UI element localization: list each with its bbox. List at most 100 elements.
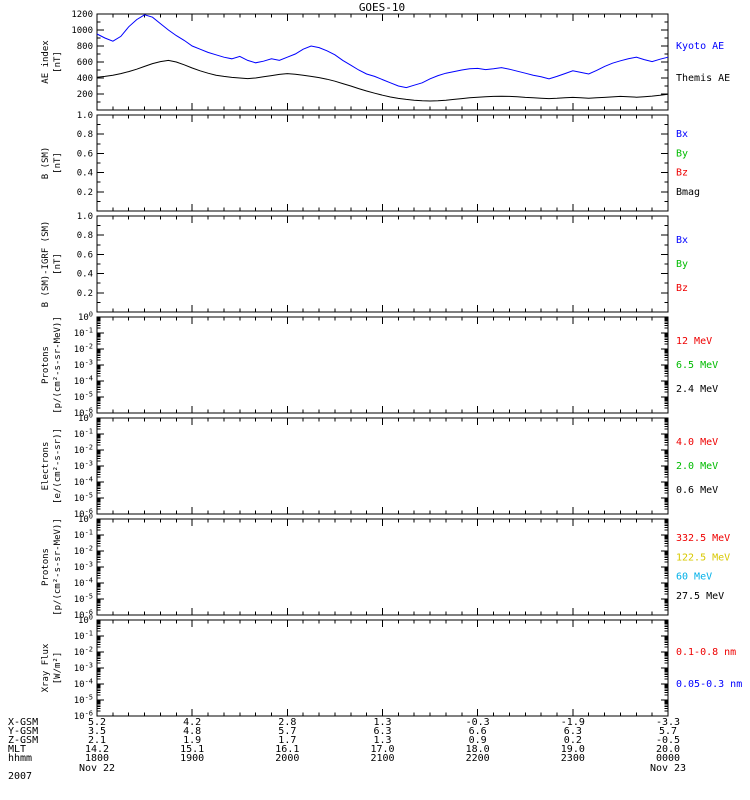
- bottom-row-value: 2000: [275, 753, 299, 764]
- legend-bx: Bx: [676, 235, 688, 246]
- bottom-row-value: 3.5: [88, 726, 106, 737]
- y-tick-label: 0.6: [77, 250, 93, 260]
- panel-border-xray-flux: [96, 619, 669, 717]
- y-tick-label: 10-4: [74, 375, 93, 388]
- bottom-row-value: 1.9: [183, 735, 201, 746]
- y-tick-label: 100: [78, 311, 93, 324]
- legend-kyoto-ae: Kyoto AE: [676, 41, 724, 52]
- y-tick-label: 10-1: [74, 428, 93, 441]
- y-tick-label: 10-4: [74, 577, 93, 590]
- legend-by: By: [676, 259, 688, 270]
- y-tick-label: 0.4: [77, 270, 93, 280]
- legend-0.6-mev: 0.6 MeV: [676, 485, 718, 496]
- bottom-row-value: 0.2: [564, 735, 582, 746]
- bottom-row-value: -0.3: [466, 717, 490, 728]
- y-axis-label-protons-high: [p/(cm²-s-sr-MeV)]: [53, 518, 63, 616]
- legend-bz: Bz: [676, 283, 688, 294]
- chart-title: GOES-10: [359, 1, 405, 14]
- bottom-row-value: 6.3: [564, 726, 582, 737]
- y-tick-label: 10-6: [74, 609, 93, 622]
- y-tick-label: 10-1: [74, 529, 93, 542]
- y-tick-label: 600: [77, 58, 93, 68]
- legend-2.4-mev: 2.4 MeV: [676, 384, 718, 395]
- y-tick-label: 10-6: [74, 407, 93, 420]
- y-axis-label-b-sm-igrf: B (SM)-IGRF (SM): [41, 221, 51, 308]
- y-tick-label: 10-6: [74, 508, 93, 521]
- bottom-row-value: 5.2: [88, 717, 106, 728]
- y-tick-label: 10-5: [74, 694, 93, 707]
- legend-2.0-mev: 2.0 MeV: [676, 461, 718, 472]
- bottom-row-label-x-gsm: X-GSM: [8, 717, 38, 728]
- y-axis-label-b-sm: [nT]: [53, 152, 63, 174]
- y-tick-label: 0.2: [77, 289, 93, 299]
- bottom-row-value: 2200: [466, 753, 490, 764]
- series-themis-ae: [96, 59, 669, 102]
- bottom-row-value: 1900: [180, 753, 204, 764]
- y-tick-label: 0.2: [77, 188, 93, 198]
- legend-themis-ae: Themis AE: [676, 73, 730, 84]
- legend-27.5-mev: 27.5 MeV: [676, 591, 724, 602]
- legend-12-mev: 12 MeV: [676, 336, 712, 347]
- bottom-row-value: 1.3: [373, 717, 391, 728]
- series-kyoto-ae: [96, 14, 669, 89]
- y-tick-label: 10-3: [74, 460, 93, 473]
- bottom-row-value: 17.0: [370, 744, 394, 755]
- legend-4.0-mev: 4.0 MeV: [676, 437, 718, 448]
- bottom-row-value: 5.7: [659, 726, 677, 737]
- y-tick-label: 100: [78, 513, 93, 526]
- bottom-row-value: 16.1: [275, 744, 299, 755]
- panel-border-protons-high: [96, 518, 669, 616]
- bottom-row-value: 1.3: [373, 735, 391, 746]
- y-tick-label: 10-4: [74, 678, 93, 691]
- bottom-row-label-mlt: MLT: [8, 744, 26, 755]
- y-tick-label: 10-3: [74, 359, 93, 372]
- y-axis-label-electrons: Electrons: [41, 442, 51, 491]
- y-tick-label: 10-3: [74, 662, 93, 675]
- bottom-row-value: 14.2: [85, 744, 109, 755]
- bottom-row-value: 6.3: [373, 726, 391, 737]
- y-tick-label: 10-2: [74, 343, 93, 356]
- y-tick-label: 10-2: [74, 646, 93, 659]
- panel-border-b-sm-igrf: [96, 215, 669, 313]
- bottom-row-value: 2.1: [88, 735, 106, 746]
- y-axis-label-protons-low: [p/(cm²-s-sr-MeV)]: [53, 316, 63, 414]
- legend-by: By: [676, 148, 688, 159]
- bottom-row-value: 2.8: [278, 717, 296, 728]
- bottom-row-value: -3.3: [656, 717, 680, 728]
- bottom-row-value: 15.1: [180, 744, 204, 755]
- y-axis-label-xray-flux: Xray Flux: [41, 643, 51, 692]
- y-tick-label: 10-2: [74, 444, 93, 457]
- y-axis-label-b-sm-igrf: [nT]: [53, 253, 63, 275]
- bottom-row-value: 1.7: [278, 735, 296, 746]
- legend-bmag: Bmag: [676, 187, 700, 198]
- y-tick-label: 10-6: [74, 710, 93, 723]
- y-axis-label-protons-high: Protons: [41, 548, 51, 586]
- y-tick-label: 1.0: [77, 111, 93, 121]
- legend-bz: Bz: [676, 168, 688, 179]
- bottom-row-value: 0.9: [469, 735, 487, 746]
- y-tick-label: 10-5: [74, 593, 93, 606]
- bottom-row-value: Nov 23: [650, 763, 686, 774]
- y-tick-label: 10-1: [74, 327, 93, 340]
- y-tick-label: 100: [78, 614, 93, 627]
- bottom-row-value: 0000: [656, 753, 680, 764]
- y-tick-label: 100: [78, 412, 93, 425]
- y-tick-label: 10-2: [74, 545, 93, 558]
- y-axis-label-electrons: [e/(cm²-s-sr)]: [53, 428, 63, 504]
- y-tick-label: 0.8: [77, 231, 93, 241]
- bottom-row-value: 20.0: [656, 744, 680, 755]
- legend-332.5-mev: 332.5 MeV: [676, 533, 730, 544]
- y-axis-label-ae-index: [nT]: [53, 51, 63, 73]
- panel-border-electrons: [96, 417, 669, 515]
- y-tick-label: 400: [77, 74, 93, 84]
- y-axis-label-ae-index: AE index: [41, 40, 51, 84]
- legend-122.5-mev: 122.5 MeV: [676, 552, 730, 563]
- bottom-row-value: 2100: [370, 753, 394, 764]
- bottom-row-label-z-gsm: Z-GSM: [8, 735, 38, 746]
- bottom-row-value: 18.0: [466, 744, 490, 755]
- bottom-row-value: 4.8: [183, 726, 201, 737]
- y-tick-label: 0.8: [77, 130, 93, 140]
